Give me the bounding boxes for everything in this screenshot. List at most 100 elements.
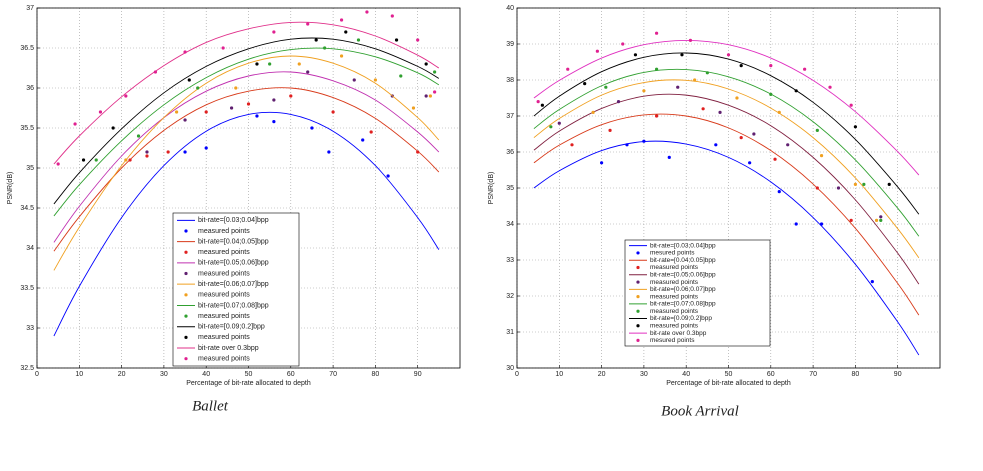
legend-label: measured points	[198, 270, 250, 277]
measured-point	[204, 110, 208, 114]
legend-label: bit-rate=[0.05;0.06]bpp	[198, 260, 269, 267]
measured-point	[272, 30, 276, 34]
measured-point	[621, 42, 625, 46]
legend-swatch	[184, 335, 188, 339]
measured-point	[361, 138, 365, 142]
y-axis-label: PSNR(dB)	[7, 172, 14, 205]
measured-point	[688, 38, 693, 43]
legend-label: bit-rate=[0.04;0.05]bpp	[650, 257, 716, 264]
measured-point	[739, 136, 743, 140]
measured-point	[183, 50, 187, 54]
measured-point	[272, 120, 276, 124]
measured-point	[633, 53, 638, 57]
measured-point	[794, 222, 798, 226]
legend-box	[624, 239, 771, 347]
fit-curve	[53, 87, 440, 252]
fit-curve	[53, 21, 440, 165]
legend-label: bit-rate=[0.06;0.07]bpp	[198, 281, 269, 288]
measured-point	[595, 49, 599, 53]
x-tick-label: 40	[202, 371, 210, 378]
y-tick-label: 33	[26, 325, 34, 332]
legend-label: bit-rate over 0.3bpp	[198, 345, 259, 352]
legend-swatch	[636, 338, 640, 342]
measured-point	[815, 186, 819, 190]
legend-swatch	[636, 265, 640, 270]
y-tick-label: 35	[506, 185, 514, 192]
measured-point	[373, 78, 377, 82]
y-axis-label: PSNR(dB)	[488, 172, 495, 205]
legend-swatch	[636, 251, 640, 255]
y-tick-label: 34	[506, 221, 514, 228]
measured-point	[591, 110, 595, 114]
measured-point	[255, 62, 259, 66]
measured-point	[394, 38, 399, 42]
measured-point	[352, 78, 356, 82]
measured-point	[339, 54, 344, 58]
measured-point	[416, 38, 420, 42]
measured-point	[56, 162, 60, 166]
legend-label: bit-rate=[0.09;0.2]bpp	[198, 324, 265, 331]
measured-point	[268, 62, 272, 66]
measured-point	[676, 85, 680, 89]
legend-label: bit-rate=[0.07;0.08]bpp	[650, 301, 716, 308]
x-tick-label: 90	[414, 371, 422, 378]
measured-point	[773, 157, 777, 161]
measured-point	[128, 158, 132, 162]
measured-point	[196, 86, 200, 90]
fit-curve	[533, 113, 920, 316]
legend-label: measured points	[198, 228, 250, 235]
measured-point	[327, 150, 331, 154]
measured-point	[616, 100, 621, 104]
fit-curve	[53, 71, 440, 243]
fit-curve	[533, 39, 920, 176]
measured-point	[777, 110, 781, 114]
legend-label: measured points	[650, 308, 699, 315]
y-tick-label: 33	[506, 257, 514, 264]
legend-label: measured points	[650, 264, 699, 271]
measured-point	[600, 161, 604, 165]
measured-point	[221, 46, 225, 50]
y-tick-label: 37	[26, 5, 34, 12]
measured-point	[642, 139, 646, 143]
measured-point	[819, 222, 824, 226]
measured-point	[870, 280, 874, 284]
legend-swatch	[636, 324, 640, 328]
measured-point	[828, 85, 832, 89]
x-tick-label: 50	[245, 371, 253, 378]
measured-point	[836, 186, 841, 190]
measured-point	[735, 96, 739, 100]
legend-label: measured points	[650, 279, 699, 286]
measured-point	[339, 18, 344, 22]
measured-point	[803, 67, 807, 71]
measured-point	[819, 154, 824, 158]
measured-point	[424, 94, 428, 98]
x-tick-label: 0	[35, 371, 39, 378]
measured-point	[879, 215, 883, 219]
measured-point	[166, 150, 170, 154]
fit-curve	[533, 79, 920, 259]
measured-point	[272, 98, 276, 102]
measured-point	[642, 89, 646, 93]
legend-swatch	[184, 229, 188, 233]
x-tick-label: 10	[555, 371, 563, 378]
measured-point	[255, 114, 259, 118]
measured-point	[654, 114, 659, 118]
measured-point	[433, 70, 437, 74]
legend-label: measured points	[198, 356, 250, 363]
measured-point	[399, 74, 403, 78]
measured-point	[94, 158, 98, 162]
measured-point	[411, 106, 416, 110]
measured-point	[204, 146, 208, 150]
measured-point	[752, 132, 756, 136]
measured-point	[124, 94, 128, 98]
legend-label: bit-rate=[0.04;0.05]bpp	[198, 238, 269, 245]
x-tick-label: 10	[75, 371, 83, 378]
x-tick-label: 40	[682, 371, 690, 378]
measured-point	[234, 86, 238, 90]
measured-point	[187, 78, 191, 82]
measured-point	[314, 38, 318, 42]
legend-label: bit-rate=[0.09;0.2]bpp	[650, 315, 712, 322]
legend-swatch	[184, 314, 188, 318]
measured-point	[794, 89, 798, 93]
